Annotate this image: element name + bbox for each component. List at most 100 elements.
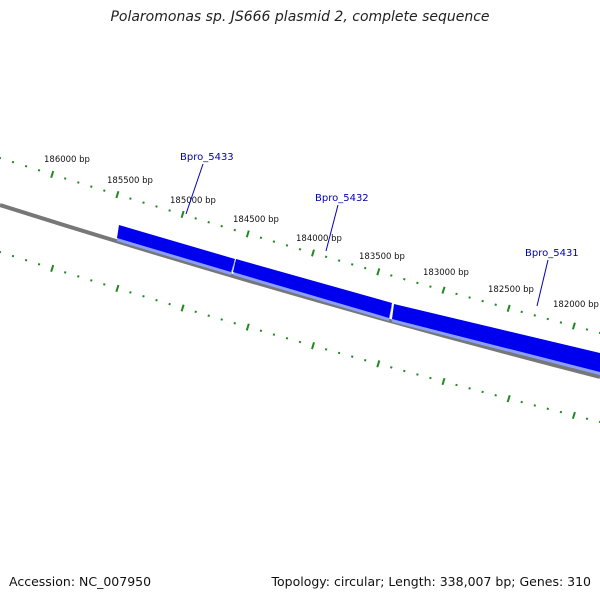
upper-minor-tick [259, 236, 263, 240]
tick-dot-rows [0, 156, 600, 424]
upper-minor-tick [63, 177, 67, 180]
upper-major-tick [311, 249, 315, 257]
lower-minor-tick [455, 383, 458, 387]
upper-minor-tick [390, 274, 393, 277]
lower-minor-tick [337, 351, 341, 355]
scale-tick-label: 183500 bp [359, 252, 405, 262]
upper-major-tick [115, 190, 120, 199]
upper-minor-tick [155, 205, 158, 208]
lower-minor-tick [233, 322, 237, 325]
upper-minor-tick [533, 314, 537, 317]
upper-major-tick [50, 170, 55, 179]
upper-major-tick [245, 230, 250, 238]
upper-major-tick [571, 322, 576, 330]
gene-arrows [117, 225, 600, 375]
topology-summary-text: Topology: circular; Length: 338,007 bp; … [271, 574, 592, 589]
upper-minor-tick [337, 259, 341, 262]
scale-tick-label: 185500 bp [107, 176, 153, 186]
lower-minor-tick [416, 373, 419, 376]
lower-minor-tick [90, 279, 93, 282]
lower-minor-tick [220, 318, 223, 321]
lower-minor-tick [559, 410, 563, 414]
gene-arrow-Bpro_5433 [392, 304, 600, 372]
upper-minor-tick [363, 266, 367, 270]
scale-tick-label: 183000 bp [423, 268, 469, 278]
lower-minor-tick [390, 366, 393, 369]
upper-minor-tick [103, 189, 106, 192]
gene-label-Bpro_5433[interactable]: Bpro_5433 [180, 152, 234, 163]
lower-minor-tick [168, 302, 171, 306]
lower-major-tick [376, 360, 381, 368]
upper-minor-tick [129, 197, 132, 200]
labels: 186000 bp 185500 bp 185000 bp 184500 bp 1840… [44, 152, 599, 310]
lower-minor-tick [585, 417, 589, 420]
upper-major-tick [180, 210, 185, 219]
upper-minor-tick [429, 285, 432, 288]
gene-arrow-Bpro_5432 [233, 259, 392, 318]
upper-minor-tick [468, 296, 471, 299]
upper-major-tick [441, 286, 446, 294]
upper-major-tick [506, 304, 511, 312]
gene-arrow-Bpro_5431 [117, 225, 235, 272]
lower-minor-tick [598, 420, 600, 424]
lower-major-tick [311, 342, 315, 350]
lower-minor-tick [350, 355, 354, 358]
upper-minor-tick [24, 164, 28, 168]
upper-minor-tick [285, 244, 289, 247]
lower-minor-tick [324, 348, 328, 351]
gene-label-Bpro_5432[interactable]: Bpro_5432 [315, 193, 369, 204]
upper-minor-tick [350, 263, 354, 266]
lower-minor-tick [533, 404, 537, 407]
upper-minor-tick [481, 299, 484, 303]
map-title: Polaromonas sp. JS666 plasmid 2, complet… [110, 9, 490, 25]
scale-tick-label: 182500 bp [488, 285, 534, 295]
upper-minor-tick [585, 328, 589, 331]
upper-minor-tick [194, 217, 197, 220]
lower-minor-tick [468, 387, 471, 390]
lower-minor-tick [0, 250, 2, 254]
lower-minor-tick [363, 358, 367, 362]
scale-tick-label: 185000 bp [170, 196, 216, 206]
lower-minor-tick [37, 263, 41, 266]
upper-major-tick [376, 268, 381, 276]
lower-minor-tick [24, 258, 28, 262]
gene-label-leader [536, 259, 549, 307]
upper-minor-tick [0, 156, 2, 160]
upper-minor-tick [546, 317, 550, 321]
scale-tick-label: 186000 bp [44, 155, 90, 165]
upper-minor-tick [455, 292, 458, 296]
upper-minor-tick [11, 160, 15, 164]
upper-minor-tick [520, 310, 523, 314]
upper-minor-tick [416, 281, 419, 285]
upper-minor-tick [598, 331, 600, 335]
lower-major-tick [571, 411, 576, 420]
backbone-line [0, 203, 600, 379]
gene-label-Bpro_5431[interactable]: Bpro_5431 [525, 248, 579, 259]
lower-major-tick [180, 304, 185, 312]
upper-minor-tick [559, 321, 563, 324]
lower-major-tick [245, 323, 250, 331]
lower-minor-tick [207, 314, 210, 317]
upper-minor-tick [207, 221, 210, 224]
lower-minor-tick [481, 390, 484, 394]
scale-tick-label: 182000 bp [553, 300, 599, 310]
lower-minor-tick [285, 337, 289, 340]
upper-minor-tick [168, 209, 171, 212]
lower-minor-tick [103, 283, 106, 286]
lower-major-tick [115, 284, 120, 293]
lower-minor-tick [63, 271, 67, 274]
upper-minor-tick [233, 228, 237, 232]
upper-minor-tick [272, 240, 276, 243]
lower-major-tick [50, 264, 55, 273]
upper-minor-tick [90, 185, 93, 188]
lower-minor-tick [77, 275, 80, 278]
lower-minor-tick [129, 291, 132, 294]
upper-minor-tick [324, 255, 328, 259]
lower-minor-tick [142, 295, 145, 298]
lower-minor-tick [494, 394, 497, 397]
lower-major-tick [506, 395, 511, 403]
lower-minor-tick [194, 310, 197, 314]
lower-minor-tick [429, 376, 432, 380]
